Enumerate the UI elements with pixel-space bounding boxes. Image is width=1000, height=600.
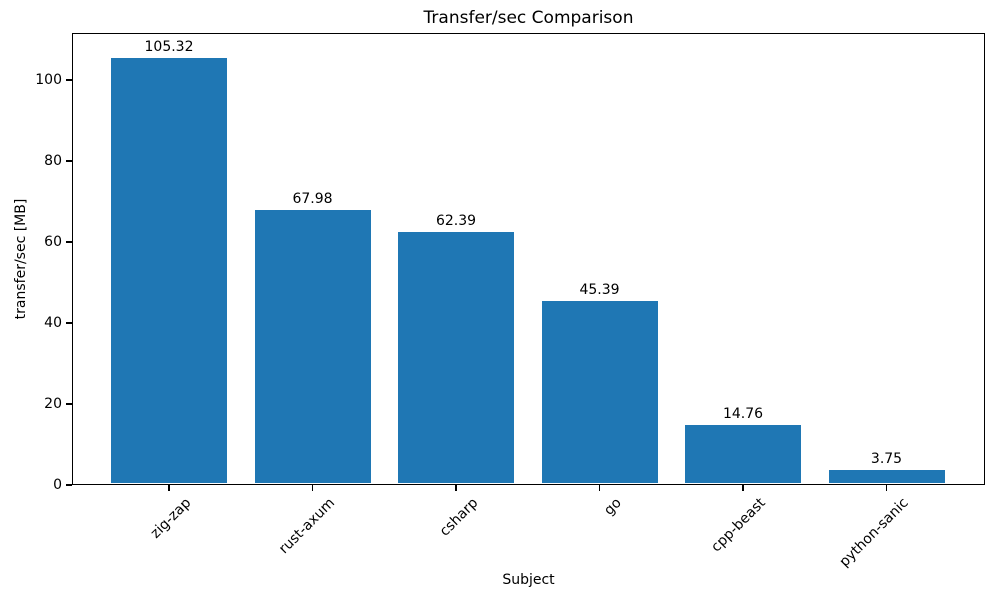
x-tick-label: cpp-beast: [707, 495, 769, 556]
x-tick: [742, 485, 744, 491]
bar-value-label: 3.75: [870, 450, 903, 467]
y-tick: [66, 322, 72, 324]
y-tick: [66, 484, 72, 486]
x-tick-label: python-sanic: [836, 495, 912, 571]
x-tick: [598, 485, 601, 491]
bar: [398, 232, 514, 484]
x-tick-label: go: [601, 495, 625, 519]
bar-value-label: 105.32: [144, 39, 194, 56]
y-tick-label: 40: [44, 314, 62, 331]
y-tick: [66, 79, 72, 81]
bar: [541, 301, 658, 484]
bar-value-label: 67.98: [292, 190, 333, 207]
y-tick-label: 100: [35, 71, 62, 88]
y-tick: [66, 403, 72, 405]
y-tick-label: 0: [53, 477, 62, 493]
bar: [685, 425, 801, 484]
bar: [254, 209, 371, 484]
y-tick-label: 20: [44, 395, 62, 412]
x-tick: [455, 485, 457, 491]
x-tick-label: csharp: [436, 495, 482, 540]
y-tick-label: 60: [44, 233, 62, 250]
bar-value-label: 45.39: [579, 282, 620, 299]
y-axis-label: transfer/sec [MB]: [13, 198, 29, 320]
x-axis-label: Subject: [502, 572, 555, 588]
bar: [111, 58, 227, 484]
bar-value-label: 14.76: [722, 406, 764, 423]
x-tick: [885, 485, 888, 491]
x-tick: [311, 485, 314, 491]
bar-value-label: 62.39: [435, 213, 477, 230]
x-tick-label: rust-axum: [275, 495, 338, 558]
x-tick-label: zig-zap: [147, 495, 195, 542]
y-tick: [66, 241, 72, 243]
bar: [828, 469, 945, 484]
chart-title: Transfer/sec Comparison: [423, 8, 634, 28]
y-tick: [66, 160, 72, 162]
y-tick-label: 80: [44, 152, 62, 169]
x-tick: [168, 485, 170, 491]
